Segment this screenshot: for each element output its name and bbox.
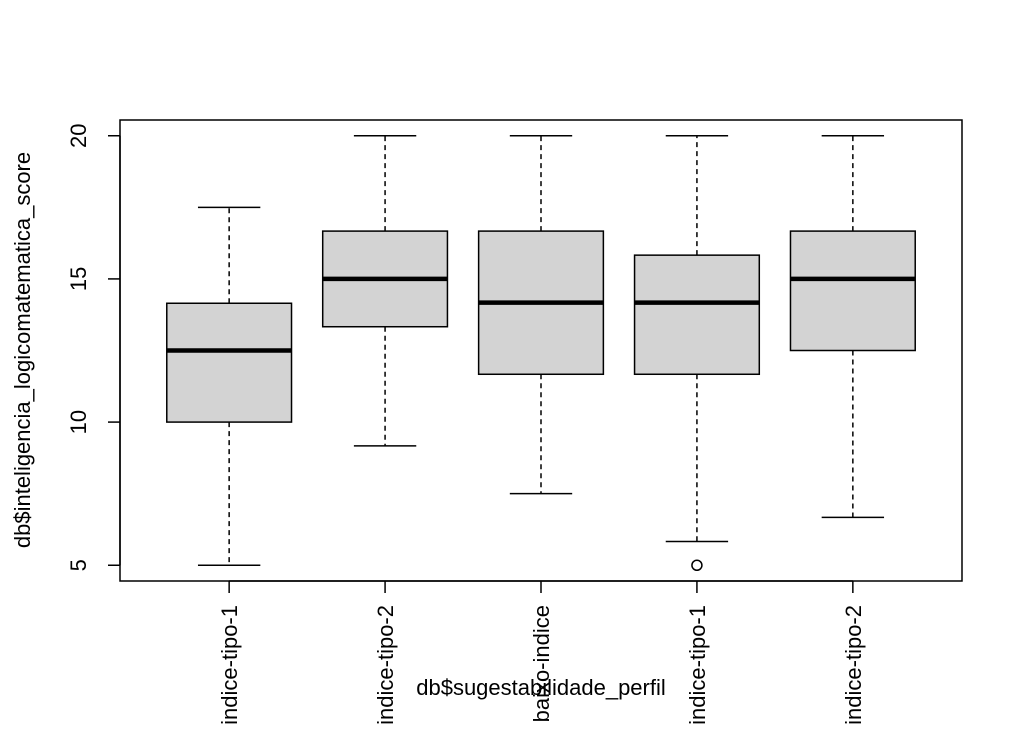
boxes-group: [166, 134, 916, 572]
x-tick-label: baixo-indice: [529, 605, 554, 722]
y-tick-label: 20: [66, 124, 91, 148]
y-axis: 5 10 15 20: [66, 124, 121, 571]
y-tick-label: 5: [66, 559, 91, 571]
x-axis: indice-tipo-1 indice-tipo-2 baixo-indice in…: [217, 580, 866, 725]
box-5: [789, 134, 916, 519]
box-rect: [633, 254, 761, 376]
x-tick-label: indice-tipo-1: [685, 605, 710, 725]
x-tick-label: indice-tipo-2: [841, 605, 866, 725]
y-tick-label: 10: [66, 410, 91, 434]
x-tick-label: indice-tipo-2: [373, 605, 398, 725]
box-4: [633, 134, 761, 572]
box-2: [321, 134, 449, 447]
y-tick-label: 15: [66, 267, 91, 291]
box-3: [477, 134, 605, 495]
outlier-point: [691, 559, 703, 572]
y-axis-label: db$inteligencia_logicomatematica_score: [10, 152, 35, 548]
x-axis-label: db$sugestabilidade_perfil: [416, 675, 666, 700]
box-rect: [789, 230, 916, 352]
box-1: [166, 206, 293, 567]
x-tick-label: indice-tipo-1: [217, 605, 242, 725]
box-rect: [166, 302, 293, 423]
